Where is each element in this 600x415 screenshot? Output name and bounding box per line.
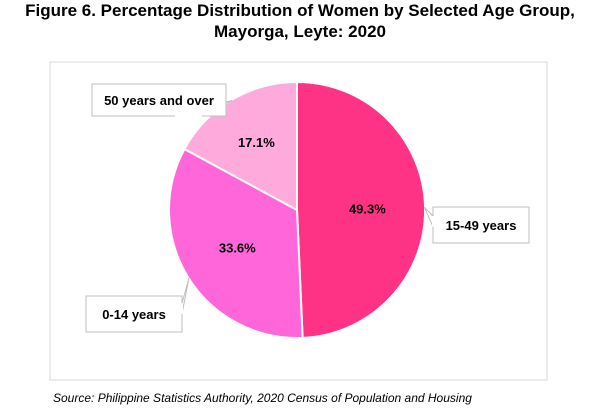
percent-label-0: 49.3% [349, 202, 386, 217]
callout-box-0 [432, 206, 530, 244]
percent-label-1: 33.6% [219, 240, 256, 255]
source-note: Source: Philippine Statistics Authority,… [53, 391, 472, 405]
percent-labels: 49.3% 33.6% 17.1% [219, 135, 386, 256]
pie-slices [168, 80, 427, 339]
callout-label-2: 50 years and over [104, 93, 214, 108]
chart-title: Figure 6. Percentage Distribution of Wom… [0, 0, 600, 42]
chart-title-line-1: Figure 6. Percentage Distribution of Wom… [25, 1, 575, 20]
category-callouts: 15-49 years 0-14 years 50 years and over [85, 83, 530, 333]
chart-title-line-2: Mayorga, Leyte: 2020 [214, 22, 386, 41]
callout-box-2 [91, 83, 227, 117]
pie-chart: 49.3% 33.6% 17.1% 15-49 years 0-14 years 50 … [49, 61, 548, 381]
callout-2: 50 years and over [91, 83, 233, 117]
callout-label-0: 15-49 years [446, 218, 517, 233]
callout-box-1 [85, 295, 183, 333]
callout-1: 0-14 years [85, 277, 190, 333]
percent-label-2: 17.1% [238, 135, 275, 150]
callout-0: 15-49 years [423, 206, 530, 244]
callout-label-1: 0-14 years [102, 307, 166, 322]
